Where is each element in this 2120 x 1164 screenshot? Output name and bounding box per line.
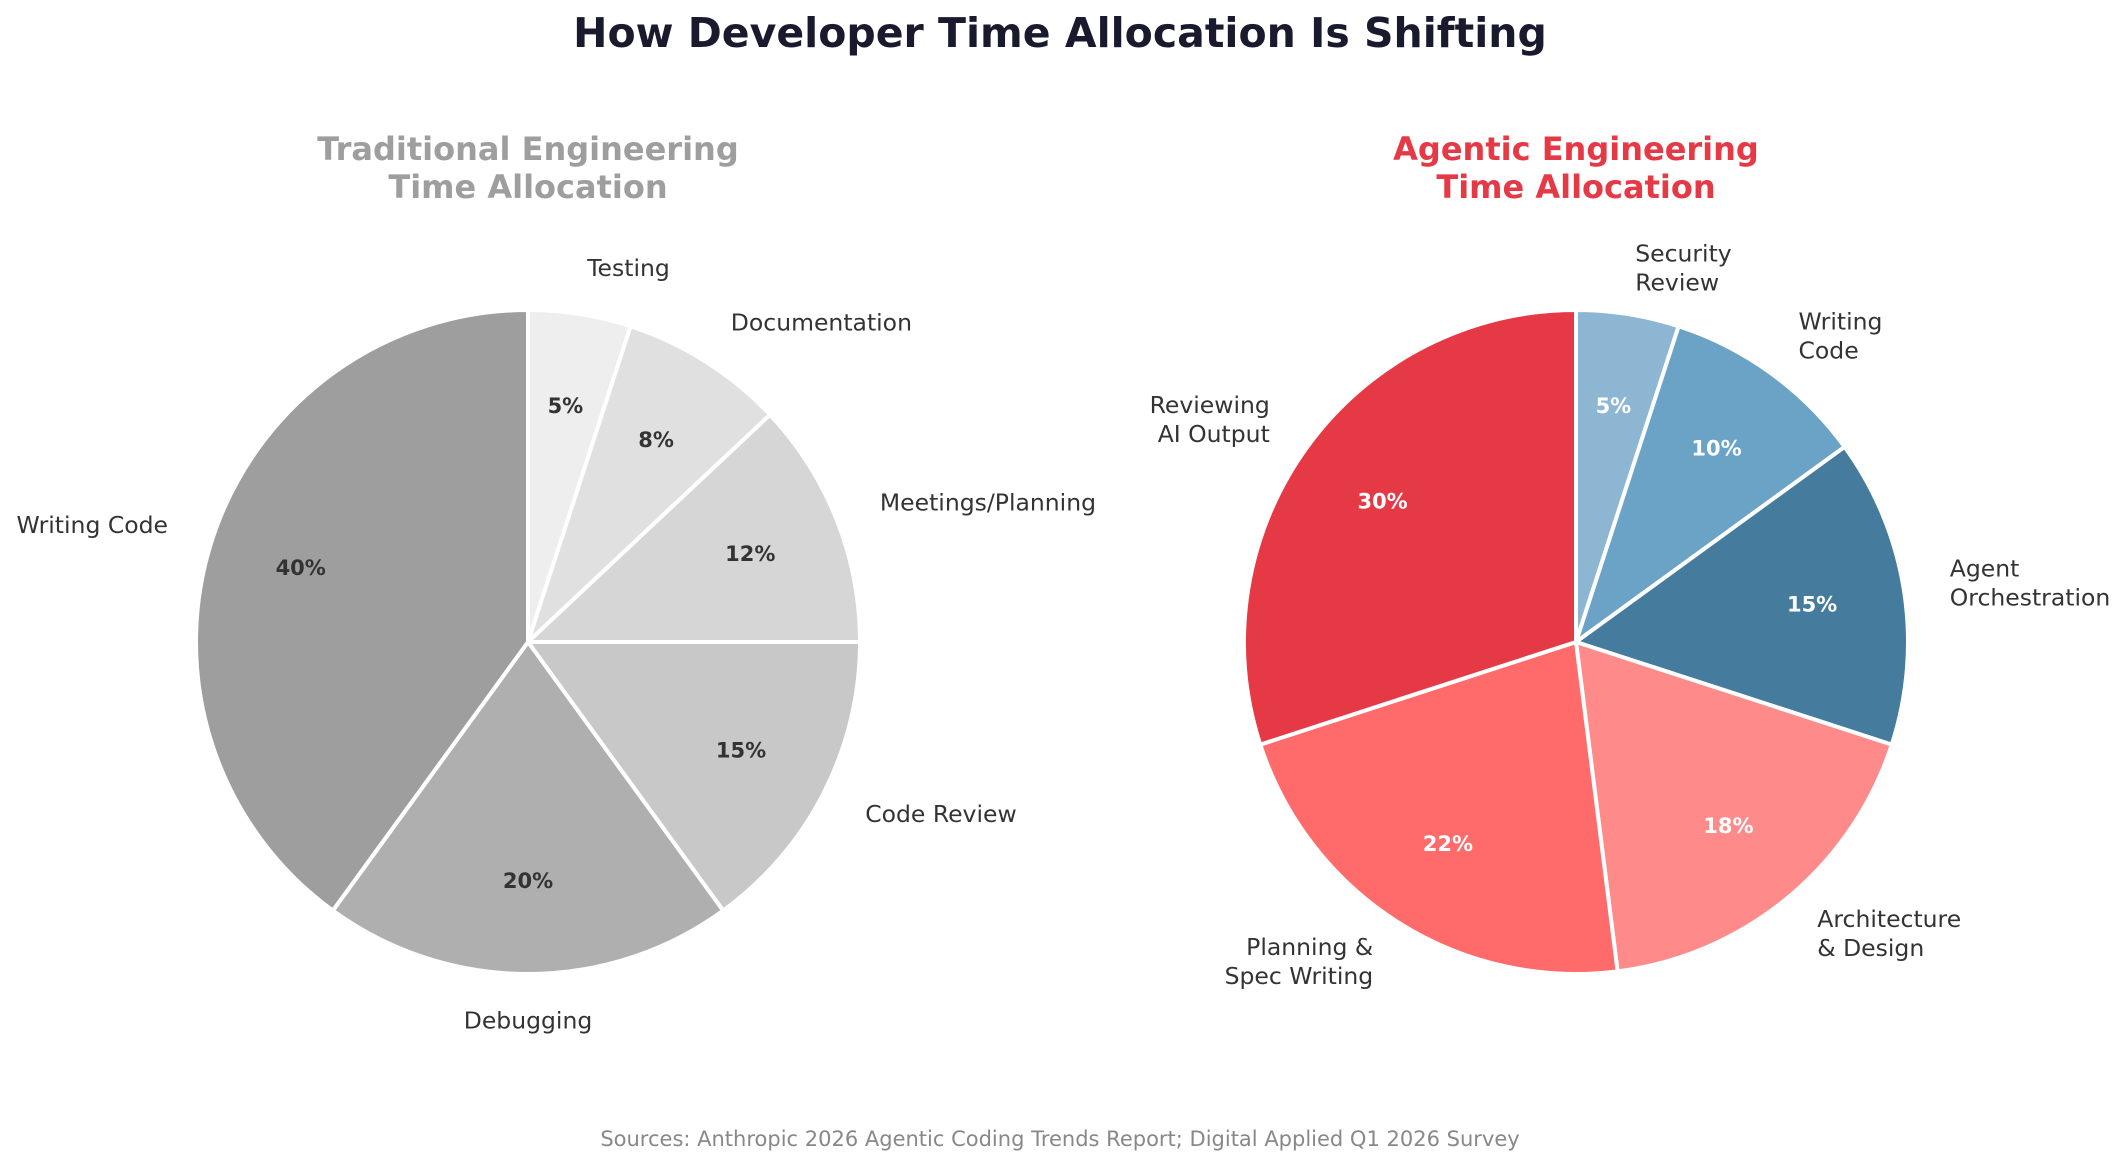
- source-note: Sources: Anthropic 2026 Agentic Coding T…: [600, 1127, 1519, 1151]
- agentic-slice-planning-spec-writing-label: Planning & Spec Writing: [1225, 933, 1374, 990]
- agentic-slice-writing-code-label: Writing Code: [1799, 307, 1883, 364]
- traditional-slice-debugging-label: Debugging: [464, 1007, 593, 1035]
- traditional-slice-debugging: [330, 640, 726, 976]
- agentic-slice-agent-orchestration-label: Agent Orchestration: [1950, 554, 2110, 611]
- agentic-slice-architecture-design-label: Architecture & Design: [1817, 905, 1961, 962]
- agentic-slice-architecture-design: [1574, 640, 1894, 974]
- agentic-slice-architecture-design-percent-label: 18%: [1703, 814, 1753, 838]
- traditional-slice-writing-code: [194, 308, 530, 913]
- traditional-pie-title: Traditional Engineering Time Allocation: [317, 130, 738, 206]
- traditional-pie-chart: 5% 8% 12% 15% 20% 40% Testing Documentation Mee…: [16, 130, 1096, 1035]
- traditional-slice-meetings-planning: [526, 412, 862, 644]
- traditional-slice-debugging-percent-label: 20%: [503, 869, 553, 893]
- agentic-pie-title: Agentic Engineering Time Allocation: [1393, 130, 1759, 206]
- traditional-slice-documentation: [526, 324, 773, 644]
- traditional-slice-meetings-planning-percent-label: 12%: [725, 542, 775, 566]
- agentic-slice-reviewing-ai-output: [1242, 308, 1578, 747]
- traditional-slice-code-review-percent-label: 15%: [716, 739, 766, 763]
- traditional-slice-testing-label: Testing: [586, 254, 670, 282]
- traditional-slice-writing-code-label: Writing Code: [16, 511, 168, 539]
- traditional-slice-testing-percent-label: 5%: [548, 394, 584, 418]
- traditional-slice-documentation-percent-label: 8%: [638, 428, 674, 452]
- agentic-slice-writing-code-percent-label: 10%: [1691, 437, 1741, 461]
- agentic-slice-security-review-label: Security Review: [1635, 240, 1732, 297]
- traditional-slice-code-review-label: Code Review: [865, 800, 1016, 828]
- agentic-slice-security-review-percent-label: 5%: [1596, 394, 1632, 418]
- traditional-slice-meetings-planning-label: Meetings/Planning: [880, 489, 1096, 517]
- agentic-slice-reviewing-ai-output-percent-label: 30%: [1357, 490, 1407, 514]
- agentic-slice-planning-spec-writing: [1258, 640, 1620, 976]
- agentic-pie-chart: 5% 10% 15% 18% 22% 30% Security Review Writing C…: [1150, 130, 2111, 990]
- main-title: How Developer Time Allocation Is Shiftin…: [573, 9, 1547, 57]
- traditional-slice-code-review: [526, 640, 862, 913]
- traditional-slice-writing-code-percent-label: 40%: [276, 556, 326, 580]
- agentic-slice-agent-orchestration-percent-label: 15%: [1787, 593, 1837, 617]
- agentic-slice-agent-orchestration: [1574, 444, 1910, 747]
- agentic-slice-planning-spec-writing-percent-label: 22%: [1423, 832, 1473, 856]
- agentic-slice-reviewing-ai-output-label: Reviewing AI Output: [1150, 391, 1270, 448]
- agentic-slice-writing-code: [1574, 324, 1847, 644]
- traditional-slice-documentation-label: Documentation: [731, 308, 912, 336]
